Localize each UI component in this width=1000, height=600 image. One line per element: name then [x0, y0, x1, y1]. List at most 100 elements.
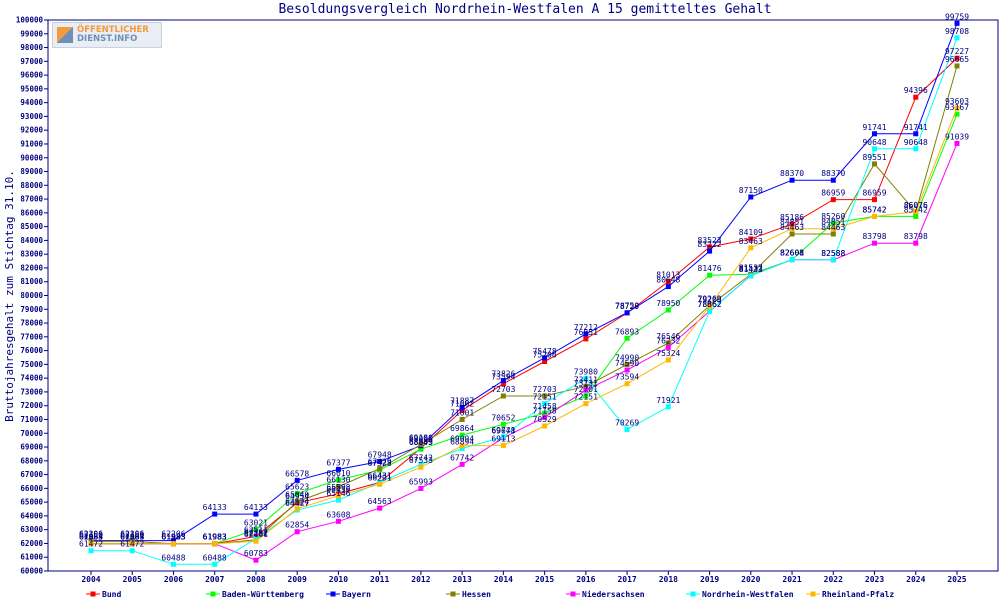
- y-tick-label: 60000: [20, 567, 43, 576]
- y-tick-label: 76000: [20, 346, 43, 355]
- data-label: 81476: [698, 264, 722, 273]
- data-point: [377, 505, 383, 511]
- data-label: 81532: [739, 263, 763, 272]
- data-label: 97227: [945, 47, 969, 56]
- data-label: 88370: [780, 169, 804, 178]
- data-label: 81537: [739, 263, 763, 272]
- data-label: 83798: [862, 232, 886, 241]
- data-label: 83222: [698, 240, 722, 249]
- data-point: [418, 461, 424, 467]
- x-tick-label: 2019: [700, 575, 719, 584]
- y-tick-label: 96000: [20, 71, 43, 80]
- data-point: [459, 407, 465, 413]
- legend-label: Hessen: [462, 590, 491, 599]
- data-label: 99759: [945, 12, 969, 21]
- y-tick-label: 73000: [20, 387, 43, 396]
- legend-marker: [690, 591, 696, 597]
- data-label: 98708: [945, 27, 969, 36]
- legend-label: Bund: [102, 590, 121, 599]
- data-point: [459, 416, 465, 422]
- data-point: [748, 236, 754, 242]
- data-point: [418, 446, 424, 452]
- data-label: 64133: [244, 503, 268, 512]
- data-point: [830, 226, 836, 232]
- legend-marker: [210, 591, 216, 597]
- data-point: [377, 466, 383, 472]
- legend-marker: [450, 591, 456, 597]
- y-tick-label: 91000: [20, 139, 43, 148]
- data-label: 76851: [574, 328, 598, 337]
- data-point: [789, 257, 795, 263]
- legend-marker: [570, 591, 576, 597]
- data-label: 70529: [533, 415, 557, 424]
- data-point: [872, 197, 878, 203]
- legend-marker: [330, 591, 336, 597]
- data-point: [665, 357, 671, 363]
- data-label: 62150: [79, 530, 103, 539]
- x-tick-label: 2018: [659, 575, 678, 584]
- data-point: [624, 427, 630, 433]
- data-point: [954, 55, 960, 61]
- data-point: [954, 105, 960, 111]
- data-label: 73826: [491, 370, 515, 379]
- data-point: [954, 140, 960, 146]
- data-point: [418, 464, 424, 470]
- data-point: [583, 387, 589, 393]
- data-point: [500, 393, 506, 399]
- data-label: 62206: [120, 530, 144, 539]
- x-tick-label: 2005: [123, 575, 142, 584]
- y-tick-label: 78000: [20, 319, 43, 328]
- data-point: [542, 410, 548, 416]
- data-label: 66291: [368, 473, 392, 482]
- data-label: 91039: [945, 132, 969, 141]
- data-label: 64427: [285, 499, 309, 508]
- y-tick-label: 69000: [20, 443, 43, 452]
- data-label: 65623: [285, 483, 309, 492]
- data-point: [335, 466, 341, 472]
- data-label: 67429: [368, 458, 392, 467]
- data-point: [913, 213, 919, 219]
- data-label: 73594: [615, 373, 639, 382]
- y-tick-label: 92000: [20, 126, 43, 135]
- data-label: 61983: [203, 533, 227, 542]
- data-point: [913, 240, 919, 246]
- data-label: 78750: [615, 302, 639, 311]
- logo-line-1: ÖFFENTLICHER: [77, 25, 149, 35]
- data-label: 70652: [491, 413, 515, 422]
- data-point: [129, 541, 135, 547]
- y-tick-label: 63000: [20, 525, 43, 534]
- y-tick-label: 79000: [20, 305, 43, 314]
- data-point: [954, 20, 960, 26]
- data-label: 89551: [862, 153, 886, 162]
- y-tick-label: 99000: [20, 29, 43, 38]
- y-tick-label: 88000: [20, 181, 43, 190]
- y-tick-label: 87000: [20, 195, 43, 204]
- data-label: 69741: [491, 426, 515, 435]
- x-tick-label: 2011: [370, 575, 389, 584]
- data-label: 63021: [244, 518, 268, 527]
- x-tick-label: 2007: [205, 575, 224, 584]
- data-point: [253, 538, 259, 544]
- x-tick-label: 2006: [164, 575, 183, 584]
- data-label: 61983: [79, 533, 103, 542]
- data-label: 61983: [203, 533, 227, 542]
- data-point: [377, 481, 383, 487]
- data-point: [665, 279, 671, 285]
- x-tick-label: 2015: [535, 575, 554, 584]
- data-label: 66431: [368, 471, 392, 480]
- data-point: [624, 381, 630, 387]
- data-point: [665, 340, 671, 346]
- y-tick-label: 81000: [20, 277, 43, 286]
- series-line: [91, 57, 958, 545]
- data-label: 72151: [533, 393, 557, 402]
- data-point: [418, 485, 424, 491]
- data-point: [500, 421, 506, 427]
- legend-marker: [810, 591, 816, 597]
- data-point: [253, 526, 259, 532]
- data-point: [583, 401, 589, 407]
- data-point: [954, 35, 960, 41]
- data-point: [872, 213, 878, 219]
- data-label: 83523: [698, 236, 722, 245]
- data-label: 62854: [285, 521, 309, 530]
- data-label: 62362: [244, 527, 268, 536]
